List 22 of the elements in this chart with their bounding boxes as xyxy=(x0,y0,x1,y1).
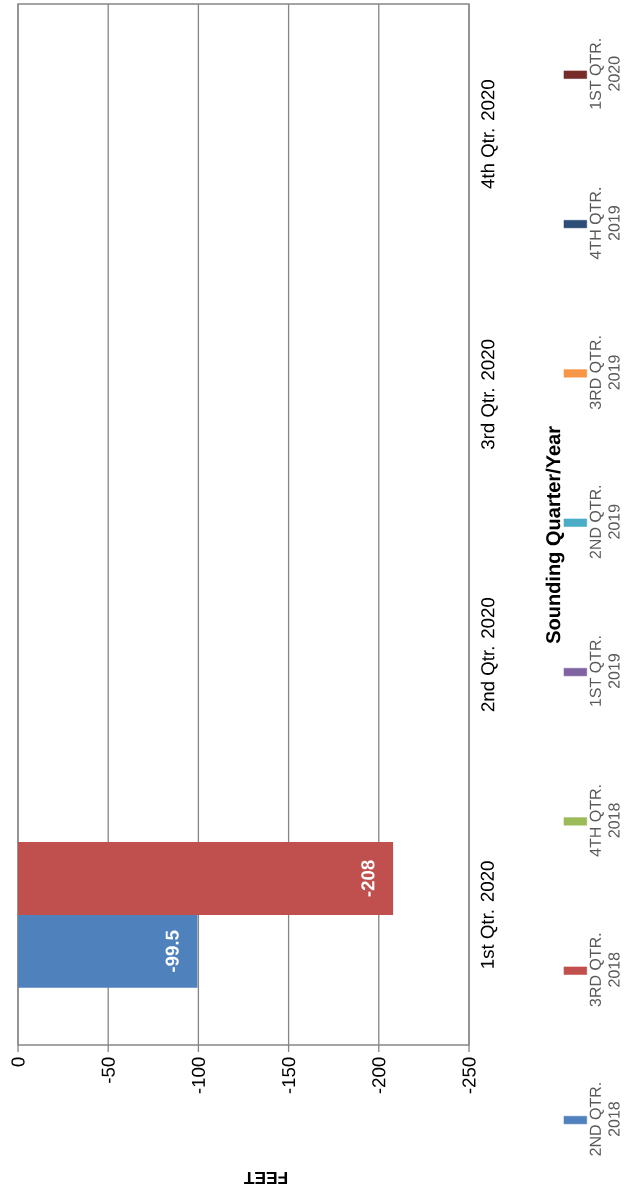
legend-label: 3RD QTR. 2019 xyxy=(589,336,620,410)
y-axis-title: Sounding Quarter/Year xyxy=(545,426,565,644)
legend-label: 3RD QTR. 2018 xyxy=(589,933,620,1007)
legend-label: 4TH QTR. 2019 xyxy=(589,188,620,260)
legend-label: 2ND QTR. 2018 xyxy=(589,1083,620,1156)
data-label: -208 xyxy=(361,860,375,897)
y-tick-label: 4th Qtr. 2020 xyxy=(480,80,498,189)
x-tick-label: -100 xyxy=(191,1057,206,1094)
legend-label: 1ST QTR. 2020 xyxy=(589,39,620,109)
data-label: -99.5 xyxy=(165,930,179,972)
y-tick-label: 2nd Qtr. 2020 xyxy=(480,597,498,712)
y-tick-label: 3rd Qtr. 2020 xyxy=(480,339,498,450)
legend-label: 1ST QTR. 2019 xyxy=(589,636,620,706)
legend-label: 2ND QTR. 2019 xyxy=(589,485,620,559)
x-tick-label: -150 xyxy=(281,1057,296,1094)
x-tick-label: -50 xyxy=(101,1057,115,1083)
x-tick-label: -250 xyxy=(462,1057,476,1094)
x-tick-label: -200 xyxy=(372,1057,386,1094)
y-tick-label: 1st Qtr. 2020 xyxy=(480,861,498,968)
x-axis-title: FEET xyxy=(244,1172,288,1184)
legend-label: 4TH QTR. 2018 xyxy=(589,785,620,857)
x-tick-label: 0 xyxy=(11,1057,25,1067)
